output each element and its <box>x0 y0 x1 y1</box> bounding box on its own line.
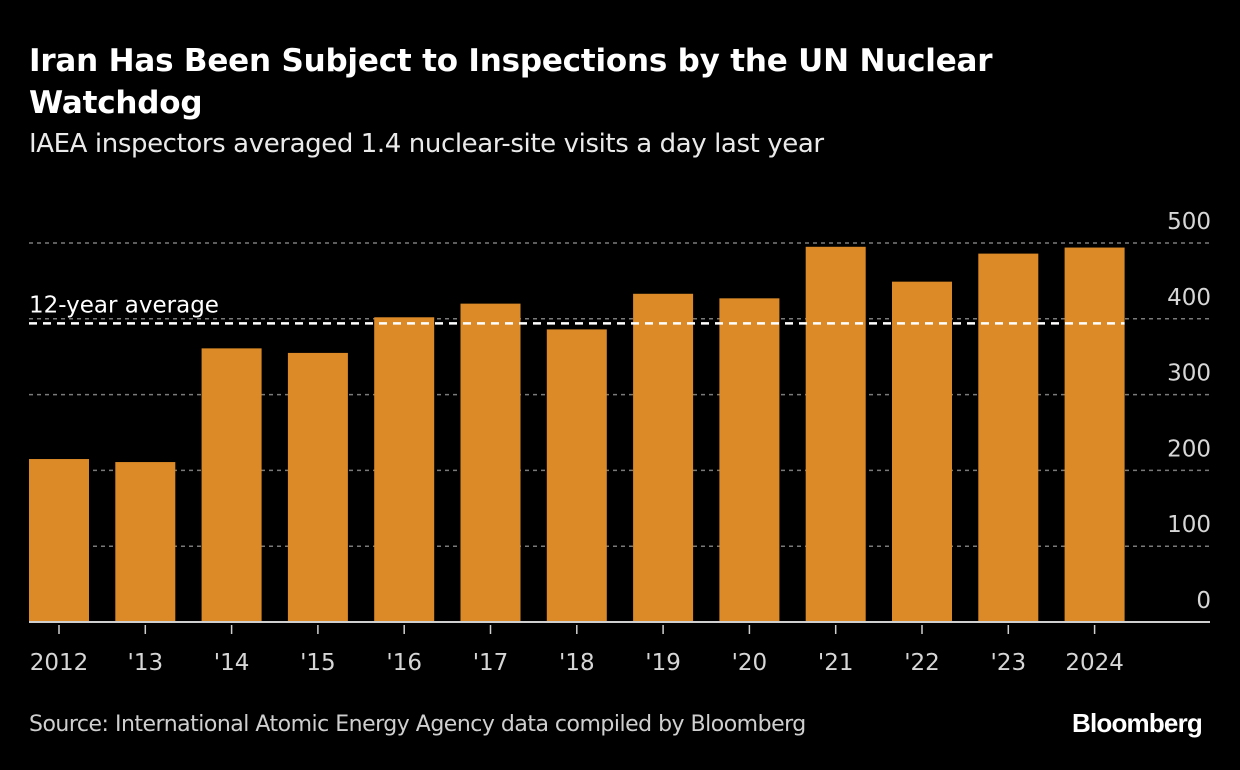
x-axis-ticks: 2012 '13 '14 '15 '16 '17 '18 '19 '20 '21 '22 '23 202… <box>30 625 1124 676</box>
x-tick-label: '21 <box>818 650 854 676</box>
bar <box>29 459 89 622</box>
bar <box>460 303 521 622</box>
y-tick-label: 100 <box>1167 512 1211 538</box>
x-tick-label: '22 <box>904 650 940 676</box>
y-axis-ticks: 0 100 200 300 400 500 <box>1167 209 1211 614</box>
y-tick-label: 0 <box>1196 588 1211 614</box>
x-tick-label: 2024 <box>1065 650 1124 676</box>
bar <box>1064 247 1125 622</box>
x-tick-label: '19 <box>645 650 681 676</box>
y-tick-label: 500 <box>1167 209 1211 235</box>
y-tick-label: 400 <box>1167 285 1211 311</box>
x-tick-label: '18 <box>559 650 595 676</box>
x-tick-label: 2012 <box>30 650 89 676</box>
average-line-label: 12-year average <box>29 292 219 318</box>
bar <box>633 293 694 622</box>
y-tick-label: 200 <box>1167 436 1211 462</box>
reference-line-group: 12-year average <box>29 292 1125 325</box>
x-tick-label: '16 <box>386 650 422 676</box>
bar <box>201 348 262 622</box>
x-tick-label: '13 <box>128 650 164 676</box>
bar <box>978 253 1039 622</box>
x-tick-label: '23 <box>991 650 1027 676</box>
bar <box>546 329 607 622</box>
x-tick-label: '14 <box>214 650 250 676</box>
chart-title: Iran Has Been Subject to Inspections by … <box>29 43 993 121</box>
x-tick-label: '17 <box>473 650 509 676</box>
y-tick-label: 300 <box>1167 361 1211 387</box>
bars <box>29 246 1125 623</box>
bar <box>719 298 780 622</box>
x-tick-label: '20 <box>732 650 768 676</box>
bar <box>287 352 348 622</box>
x-tick-label: '15 <box>300 650 336 676</box>
bar <box>892 281 952 622</box>
bar <box>374 317 435 622</box>
bar <box>115 462 176 622</box>
bloomberg-logo: Bloomberg <box>1071 708 1203 738</box>
bar <box>805 246 866 623</box>
source-note: Source: International Atomic Energy Agen… <box>29 712 806 737</box>
chart-subtitle: IAEA inspectors averaged 1.4 nuclear-sit… <box>29 129 824 159</box>
